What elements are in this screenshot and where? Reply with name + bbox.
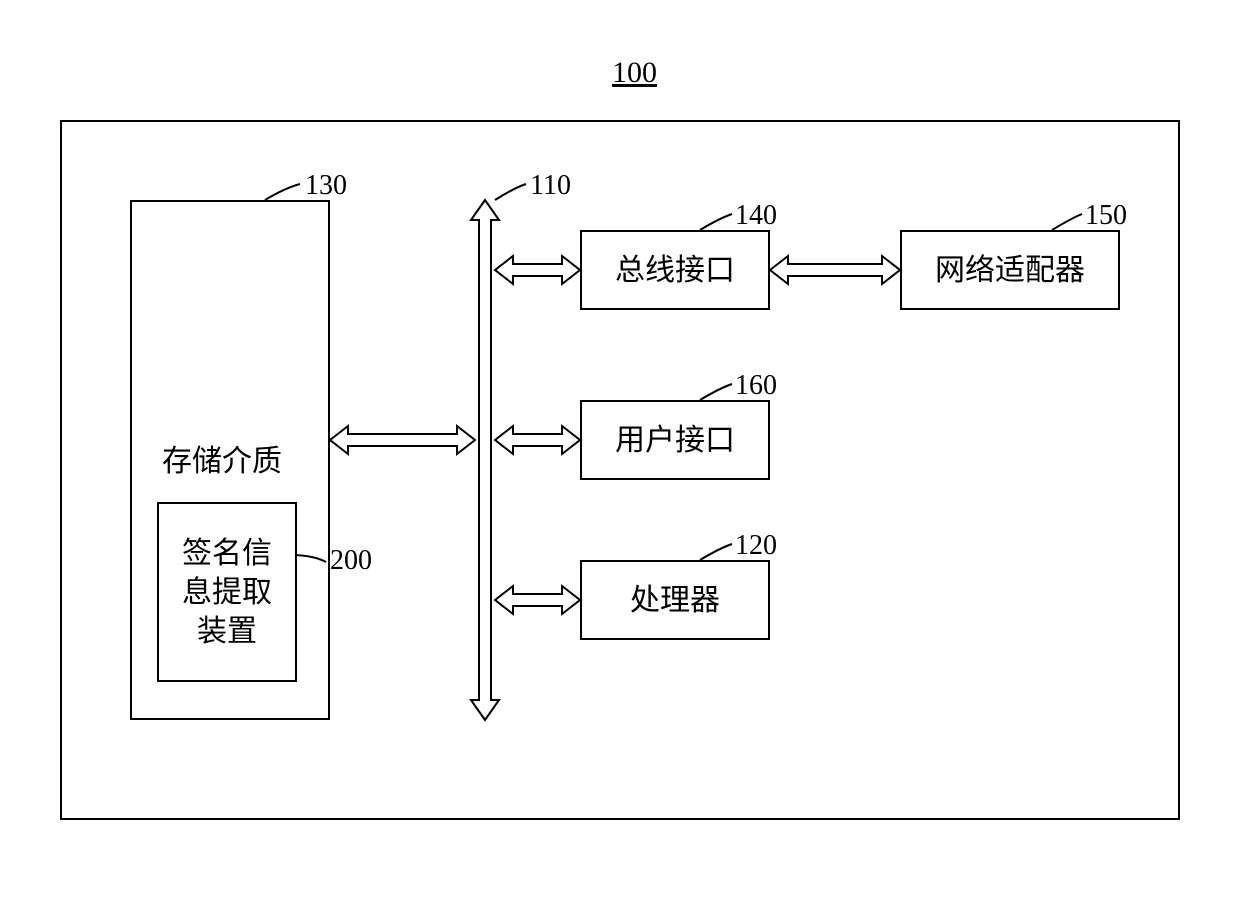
bus-arrow bbox=[471, 200, 499, 720]
connector-layer bbox=[0, 0, 1240, 911]
diagram-canvas: 100 存储介质 签名信息提取装置 总线接口 网络适配器 用户接口 处理器 13… bbox=[0, 0, 1240, 911]
